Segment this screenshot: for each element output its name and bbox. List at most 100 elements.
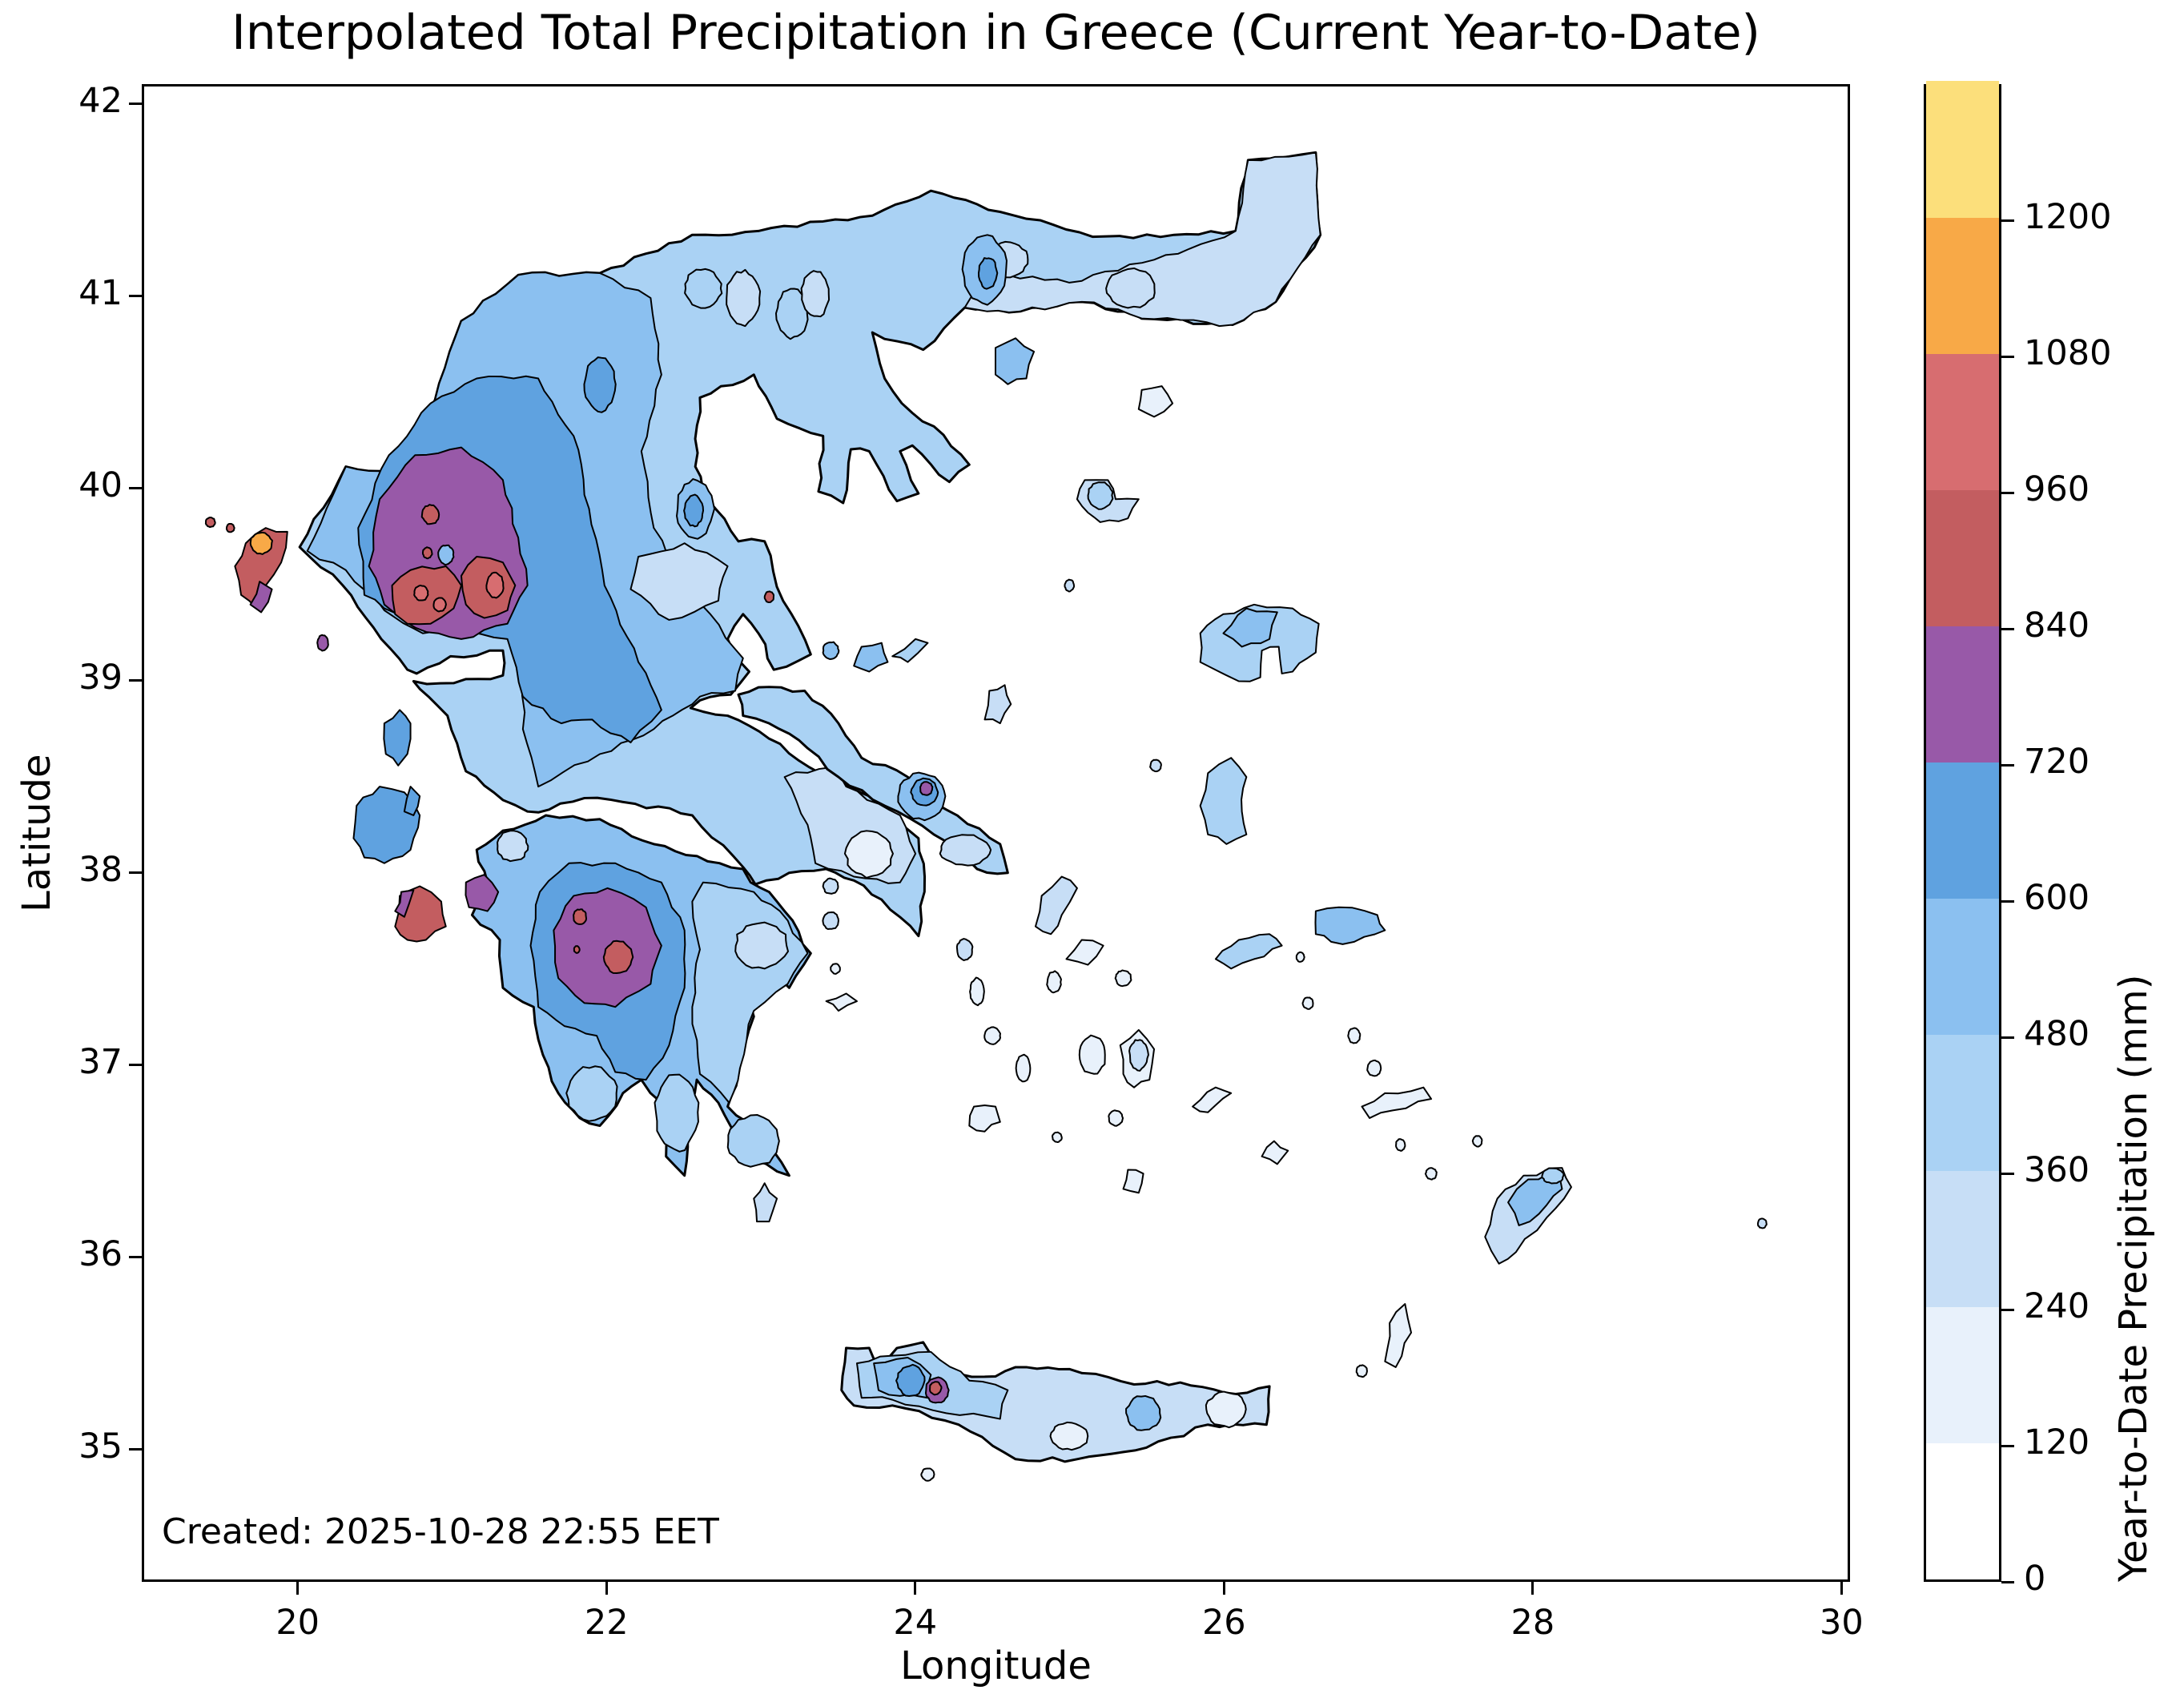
island-hydra xyxy=(825,992,858,1012)
x-tick-mark xyxy=(1222,1582,1225,1595)
island-santorini xyxy=(1122,1169,1144,1194)
contour-thrace-dark-core xyxy=(977,257,999,290)
island-tinos xyxy=(1065,939,1104,966)
island-tilos xyxy=(1424,1167,1438,1181)
x-tick-label: 28 xyxy=(1510,1603,1555,1643)
island-paxoi xyxy=(316,634,329,652)
colorbar-tick-label: 960 xyxy=(2024,469,2090,509)
island-andros xyxy=(1034,875,1078,936)
island-erikousa xyxy=(225,522,235,533)
contour-epirus-960-dot-2 xyxy=(432,597,447,613)
contour-pelop-840-small xyxy=(573,908,588,925)
island-alonissos xyxy=(891,638,929,663)
contour-thessaly-240 xyxy=(629,542,729,621)
contour-crete-600 xyxy=(895,1363,926,1398)
island-leros xyxy=(1347,1027,1361,1044)
island-paros xyxy=(1078,1034,1106,1075)
euboea-coast xyxy=(737,686,1009,875)
colorbar-tick-mark xyxy=(2001,627,2014,630)
contour-corfu-1080 xyxy=(249,531,273,555)
contour-epirus-960-core xyxy=(485,571,505,599)
colorbar-tick-label: 240 xyxy=(2024,1286,2090,1326)
y-tick-label: 36 xyxy=(78,1233,123,1274)
contour-thrace-240 xyxy=(963,151,1321,328)
colorbar-segment-960-1080mm xyxy=(1926,353,1999,490)
contour-corfu-720 xyxy=(249,581,273,614)
island-ios xyxy=(1108,1109,1124,1127)
colorbar-segment-360-480mm xyxy=(1926,1034,1999,1171)
x-tick-label: 22 xyxy=(584,1603,629,1643)
contour-naxos-240 xyxy=(1128,1039,1149,1072)
contour-epirus-blue-hole xyxy=(437,544,455,566)
y-tick-mark xyxy=(129,871,142,875)
x-tick-mark xyxy=(605,1582,608,1595)
x-tick-label: 30 xyxy=(1820,1603,1864,1643)
island-skopelos xyxy=(853,642,889,673)
island-poros xyxy=(830,963,841,975)
island-psara xyxy=(1149,758,1162,773)
y-tick-mark xyxy=(129,679,142,682)
contour-vermio-600 xyxy=(583,356,617,413)
colorbar-segment-480-600mm xyxy=(1926,898,1999,1035)
contour-epirus-960-dot-1 xyxy=(413,584,429,602)
contour-euboea-south-240 xyxy=(939,834,992,867)
x-tick-mark xyxy=(1531,1582,1534,1595)
y-tick-label: 39 xyxy=(78,657,123,698)
island-kastellorizo xyxy=(1756,1217,1768,1229)
contour-argolis-240 xyxy=(734,921,790,970)
contour-epirus-840-small xyxy=(421,546,433,560)
contour-crete-840 xyxy=(929,1381,943,1396)
contour-mac-light-2 xyxy=(800,270,831,318)
contour-messenia-360 xyxy=(565,1065,618,1122)
island-gavdos xyxy=(920,1467,935,1482)
island-kasos xyxy=(1355,1364,1368,1378)
y-tick-mark xyxy=(129,103,142,106)
colorbar-tick-label: 1200 xyxy=(2024,197,2112,237)
island-amorgos xyxy=(1192,1086,1233,1113)
island-symi xyxy=(1471,1135,1483,1148)
island-thasos xyxy=(995,337,1036,385)
island-sifnos xyxy=(1015,1053,1032,1083)
island-skyros xyxy=(983,684,1012,725)
colorbar-tick-label: 0 xyxy=(2024,1559,2046,1599)
island-kythira xyxy=(753,1182,778,1223)
greece-contour-map xyxy=(204,151,1768,1482)
contour-crete-light-1 xyxy=(1049,1421,1089,1451)
colorbar-tick-label: 840 xyxy=(2024,606,2090,646)
y-tick-label: 38 xyxy=(78,849,123,890)
island-othonoi xyxy=(204,517,216,529)
colorbar-segment-1200-1320mm xyxy=(1926,81,1999,218)
contour-mac-ring-2 xyxy=(774,288,809,340)
y-tick-label: 42 xyxy=(78,80,123,121)
colorbar-tick-mark xyxy=(2001,899,2014,903)
island-chios xyxy=(1199,757,1248,845)
island-milos xyxy=(968,1105,1001,1133)
x-tick-label: 24 xyxy=(893,1603,938,1643)
colorbar-tick-label: 360 xyxy=(2024,1150,2090,1190)
y-tick-mark xyxy=(129,1064,142,1067)
contour-crete-light-2 xyxy=(1205,1390,1247,1429)
y-tick-mark xyxy=(129,487,142,490)
y-tick-mark xyxy=(129,295,142,298)
contour-laconia-360 xyxy=(654,1073,700,1153)
x-axis-label: Longitude xyxy=(900,1644,1092,1688)
island-lefkada xyxy=(383,709,412,767)
contour-pelop-east-360 xyxy=(691,881,809,1104)
x-tick-label: 20 xyxy=(276,1603,320,1643)
colorbar-label: Year-to-Date Precipitation (mm) xyxy=(2111,974,2156,1582)
colorbar-tick-mark xyxy=(2001,1172,2014,1175)
contour-malea-360 xyxy=(726,1113,780,1168)
island-skiathos xyxy=(822,641,840,660)
colorbar-tick-label: 120 xyxy=(2024,1422,2090,1463)
island-mykonos xyxy=(1114,969,1132,988)
island-patmos xyxy=(1301,996,1314,1010)
contour-limnos-360 xyxy=(1087,481,1114,510)
contour-achaia-240 xyxy=(497,830,529,863)
y-tick-mark xyxy=(129,1256,142,1259)
island-ikaria xyxy=(1214,933,1283,970)
contour-pelop-840-micro xyxy=(573,945,581,954)
colorbar-tick-mark xyxy=(2001,1580,2014,1583)
contour-pelion-840-dot xyxy=(763,590,775,604)
colorbar-tick-label: 1080 xyxy=(2024,333,2112,373)
